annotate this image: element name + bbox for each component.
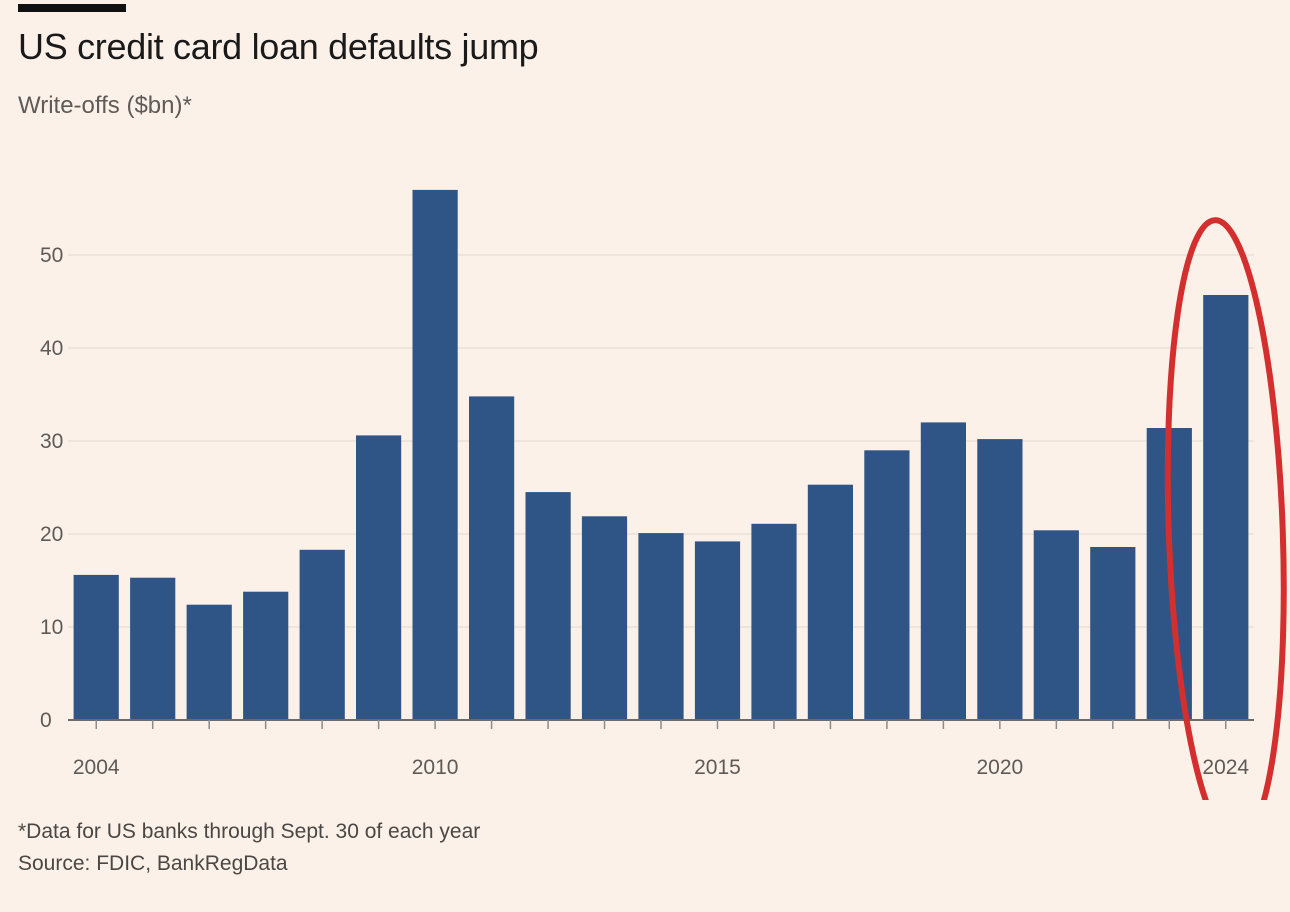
chart-subtitle: Write-offs ($bn)* (18, 92, 192, 119)
highlight-annotation (1164, 217, 1287, 800)
bars (73, 189, 1249, 720)
bar-2007 (243, 591, 289, 720)
chart-title: US credit card loan defaults jump (18, 26, 539, 67)
bar-2017 (807, 484, 853, 720)
axis-labels: 0 10 20 30 40 50 2004 2010 2015 2020 2024 (40, 244, 1249, 779)
bar-2010 (412, 189, 458, 720)
bar-2008 (299, 549, 345, 720)
bar-2020 (977, 439, 1023, 720)
bar-2006 (186, 604, 232, 720)
x-tick-label: 2015 (694, 756, 741, 779)
bar-2022 (1090, 547, 1136, 720)
bar-2005 (130, 577, 176, 720)
bar-2018 (864, 450, 910, 720)
bar-2011 (469, 396, 515, 720)
bar-2013 (581, 516, 628, 720)
bar-chart: 0 10 20 30 40 50 2004 2010 2015 2020 2024 (40, 189, 1287, 800)
bar-2004 (73, 574, 119, 720)
bar-2024 (1203, 295, 1249, 720)
bar-2015 (694, 541, 741, 720)
y-tick-label: 40 (40, 337, 63, 360)
y-tick-label: 50 (40, 244, 63, 267)
x-tick-label: 2010 (412, 756, 459, 779)
bar-2009 (356, 435, 402, 720)
bar-2016 (751, 523, 797, 720)
y-tick-label: 20 (40, 523, 63, 546)
footnote: *Data for US banks through Sept. 30 of e… (18, 820, 481, 843)
x-tick-label: 2004 (73, 756, 120, 779)
bar-2021 (1033, 530, 1079, 720)
highlight-ellipse (1164, 217, 1287, 800)
y-tick-label: 0 (40, 709, 52, 732)
top-rule (18, 4, 126, 12)
x-axis (68, 719, 1254, 729)
y-tick-label: 10 (40, 616, 63, 639)
y-tick-label: 30 (40, 430, 63, 453)
x-tick-label: 2024 (1202, 756, 1249, 779)
bar-2019 (920, 422, 966, 720)
bar-2012 (525, 492, 571, 720)
source-note: Source: FDIC, BankRegData (18, 852, 288, 875)
x-tick-label: 2020 (976, 756, 1023, 779)
bar-2014 (638, 533, 684, 720)
